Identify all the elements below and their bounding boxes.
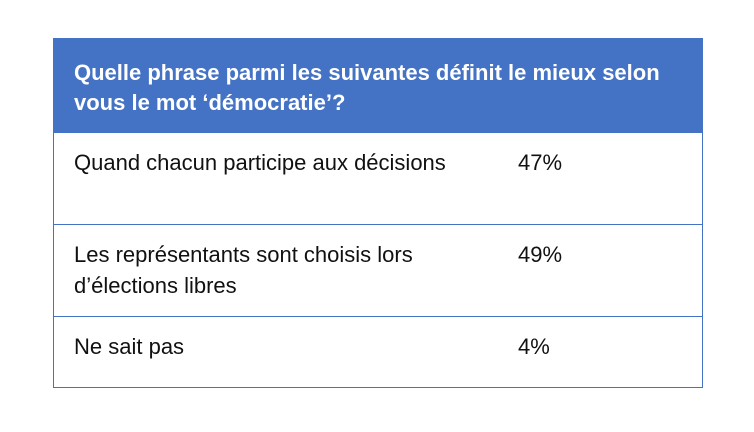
- table-row: Les représentants sont choisis lors d’él…: [54, 224, 702, 316]
- percent-value: 4%: [518, 334, 550, 359]
- table-row: Ne sait pas 4%: [54, 316, 702, 387]
- table-row: Quand chacun participe aux décisions 47%: [54, 132, 702, 224]
- answer-text: Ne sait pas: [74, 334, 185, 359]
- percent-value: 49%: [518, 242, 563, 267]
- percent-value: 47%: [518, 150, 563, 175]
- answer-text: Les représentants sont choisis lors d’él…: [74, 242, 413, 298]
- question-header: Quelle phrase parmi les suivantes défini…: [54, 39, 702, 132]
- answer-text: Quand chacun participe aux décisions: [74, 150, 446, 175]
- survey-table: Quelle phrase parmi les suivantes défini…: [53, 38, 703, 388]
